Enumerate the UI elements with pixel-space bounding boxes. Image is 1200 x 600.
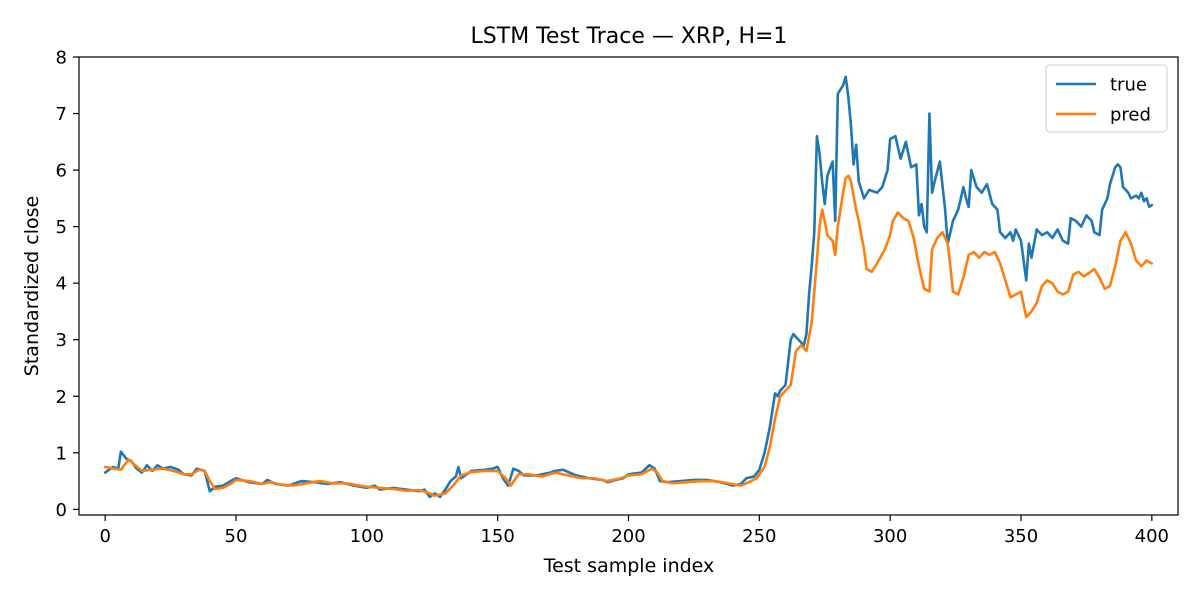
y-tick-label: 8 bbox=[56, 48, 67, 69]
series-layer bbox=[103, 75, 1154, 499]
x-tick-label: 0 bbox=[99, 526, 110, 547]
x-tick-label: 150 bbox=[480, 526, 514, 547]
x-tick-label: 100 bbox=[350, 526, 384, 547]
x-tick-label: 350 bbox=[1004, 526, 1038, 547]
x-tick-label: 250 bbox=[742, 526, 776, 547]
y-tick-label: 2 bbox=[56, 387, 67, 408]
x-tick-label: 300 bbox=[873, 526, 907, 547]
x-tick-label: 50 bbox=[225, 526, 248, 547]
legend: true pred bbox=[1045, 64, 1168, 133]
y-tick-label: 1 bbox=[56, 443, 67, 464]
x-tick-label: 200 bbox=[611, 526, 645, 547]
y-tick-label: 4 bbox=[56, 274, 67, 295]
y-axis: 0 1 2 3 4 5 6 7 8 bbox=[56, 48, 79, 521]
x-axis: 0 50 100 150 200 250 300 350 400 bbox=[99, 515, 1169, 547]
y-tick-label: 7 bbox=[56, 104, 67, 125]
y-tick-label: 3 bbox=[56, 330, 67, 351]
x-tick-label: 400 bbox=[1135, 526, 1169, 547]
legend-label-true: true bbox=[1110, 75, 1147, 96]
series-line-pred bbox=[103, 174, 1154, 498]
legend-label-pred: pred bbox=[1110, 105, 1151, 126]
y-tick-label: 5 bbox=[56, 217, 67, 238]
y-tick-label: 0 bbox=[56, 500, 67, 521]
chart-title: LSTM Test Trace — XRP, H=1 bbox=[471, 24, 788, 49]
y-axis-label: Standardized close bbox=[21, 196, 43, 376]
x-axis-label: Test sample index bbox=[543, 555, 715, 577]
y-tick-label: 6 bbox=[56, 161, 67, 182]
